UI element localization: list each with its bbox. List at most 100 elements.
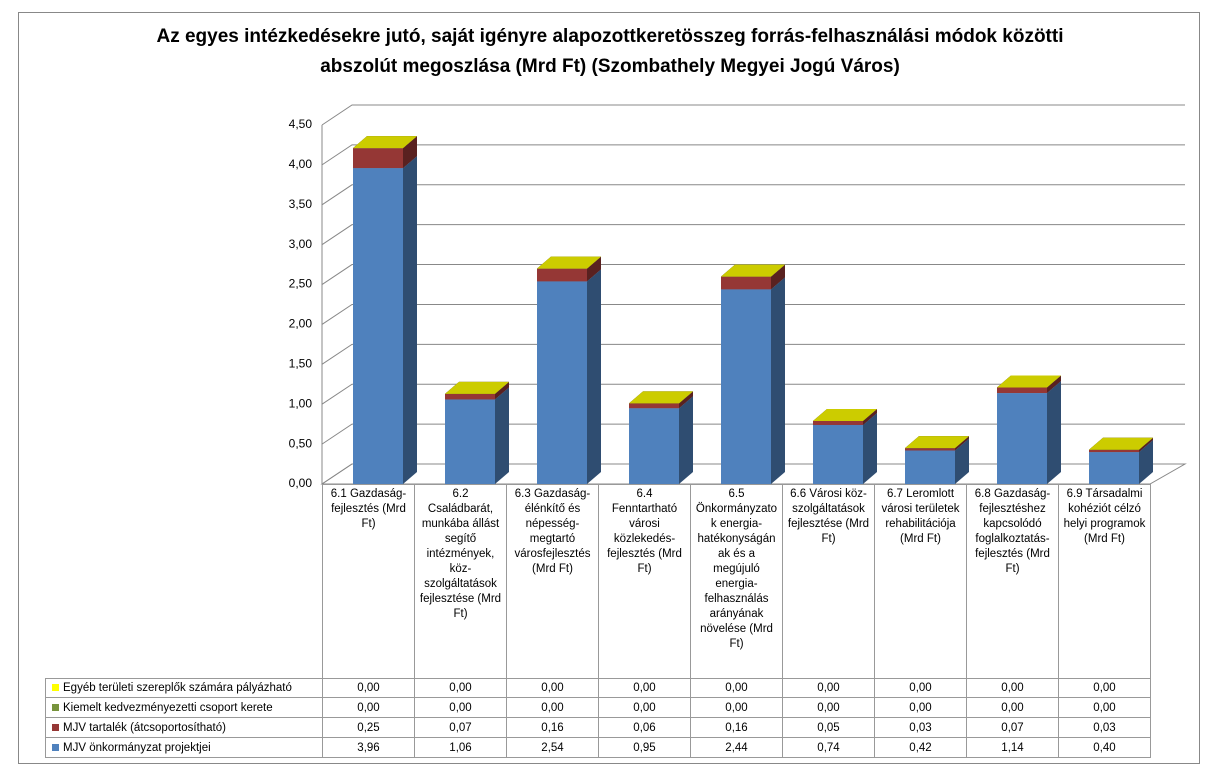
bar [721,289,771,484]
bar [445,393,495,400]
table-value: 0,00 [414,698,506,718]
bar-side [1047,375,1061,394]
bar-side [771,277,785,484]
table-right-line [1150,698,1151,718]
category-header: 6.6 Városi köz-szolgáltatások fejlesztés… [782,484,874,678]
y-tick-label: 0,50 [289,436,313,450]
category-header: 6.5 Önkormányzatok energia-hatékonyságán… [690,484,782,678]
legend-label: Egyéb területi szereplők számára pályázh… [63,681,292,694]
grid-line [321,383,1185,405]
bar [1089,449,1139,453]
category-header: 6.9 Társadalmi kohéziót célzó helyi prog… [1058,484,1150,678]
table-value: 0,03 [1058,718,1150,738]
table-value: 0,40 [1058,738,1150,758]
bar-top [997,375,1061,388]
table-value: 0,00 [598,698,690,718]
category-header: 6.7 Leromlott városi területek rehabilit… [874,484,966,678]
grid-line [321,104,1185,126]
table-value: 2,44 [690,738,782,758]
bar [905,448,955,451]
table-value: 0,00 [1058,678,1150,698]
grid-line [321,343,1185,365]
table-right-line [1150,718,1151,738]
category-header: 6.2 Családbarát, munkába állást segítő i… [414,484,506,678]
bar-side [679,391,693,409]
bar-top [721,264,785,277]
y-tick-label: 0,00 [289,476,313,490]
table-right-line [1150,678,1151,698]
table-grid-top [45,678,1150,679]
bar [1089,452,1139,484]
bar [629,408,679,484]
y-tick-label: 4,00 [289,157,313,171]
bar [813,424,863,484]
legend-entry: MJV tartalék (átcsoportosítható) [45,718,322,738]
bar-side [1139,437,1153,453]
table-value: 0,07 [414,718,506,738]
bar-top [445,381,509,394]
table-value: 1,06 [414,738,506,758]
bar-side [1047,381,1061,484]
bar [353,148,403,169]
table-value: 0,00 [874,678,966,698]
legend-label: MJV tartalék (átcsoportosítható) [63,721,226,734]
y-tick-label: 3,00 [289,237,313,251]
grid-line [321,224,1185,246]
bar [905,450,955,484]
legend-swatch [52,744,59,751]
bar-top [629,391,693,404]
table-value: 0,00 [782,678,874,698]
bar-side [1139,440,1153,484]
y-tick-label: 2,00 [289,317,313,331]
bar-top [1089,437,1153,450]
table-right-line [1150,484,1151,678]
bar-side [863,412,877,484]
bar-side [495,387,509,484]
legend-label: Kiemelt kedvezményezetti csoport kerete [63,701,273,714]
table-value: 0,00 [782,698,874,718]
table-value: 0,16 [506,718,598,738]
bar [997,387,1047,394]
bar-top [353,136,417,149]
bar-side [495,381,509,400]
table-value: 0,25 [322,718,414,738]
table-value: 0,16 [690,718,782,738]
table-value: 0,00 [322,698,414,718]
y-tick-label: 4,50 [289,117,313,131]
legend-swatch [52,684,59,691]
bar [721,276,771,290]
bar [537,281,587,484]
chart-frame [18,12,1200,764]
bar-side [403,136,417,169]
legend-entry: Egyéb területi szereplők számára pályázh… [45,678,322,698]
table-value: 0,00 [690,698,782,718]
table-value: 0,00 [690,678,782,698]
bar-top [537,256,601,269]
table-value: 0,00 [414,678,506,698]
bar [813,420,863,425]
legend-label: MJV önkormányzat projektjei [63,741,211,754]
category-header: 6.4 Fenntartható városi közlekedés-fejle… [598,484,690,678]
table-value: 0,00 [506,698,598,718]
bar-top [905,436,969,449]
bar-side [771,264,785,290]
bar-side [587,256,601,282]
category-header: 6.3 Gazdaság-élénkítő és népesség-megtar… [506,484,598,678]
table-value: 0,00 [506,678,598,698]
table-value: 1,14 [966,738,1058,758]
bar-side [955,436,969,451]
grid-line [321,423,1185,445]
grid-line [321,303,1185,325]
bar [353,168,403,484]
bar-side [679,396,693,484]
table-value: 0,00 [322,678,414,698]
table-value: 2,54 [506,738,598,758]
table-value: 3,96 [322,738,414,758]
bar [537,268,587,282]
bar [629,403,679,409]
table-value: 0,00 [1058,698,1150,718]
grid-line [321,264,1185,285]
table-value: 0,00 [966,698,1058,718]
table-value: 0,74 [782,738,874,758]
